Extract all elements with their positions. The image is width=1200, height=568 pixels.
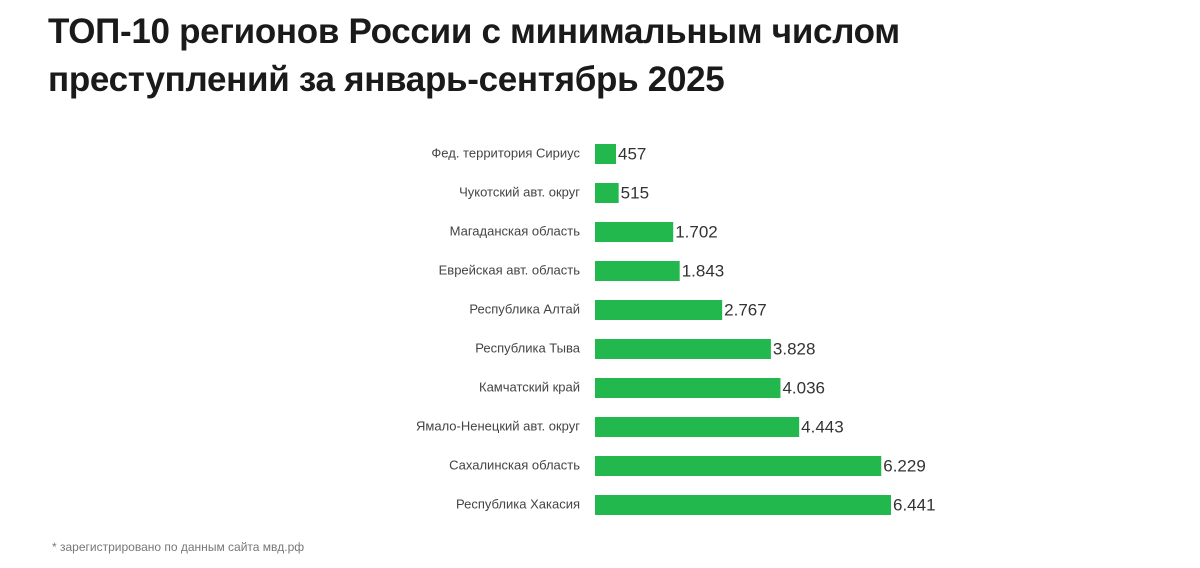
bar	[595, 261, 680, 281]
chart-title: ТОП-10 регионов России с минимальным чис…	[48, 12, 900, 99]
value-label: 6.441	[893, 495, 936, 514]
bar	[595, 222, 674, 242]
bar	[595, 339, 771, 359]
category-label: Чукотский авт. округ	[459, 184, 580, 199]
value-label: 457	[618, 144, 646, 163]
footnote: * зарегистрировано по данным сайта мвд.р…	[52, 540, 305, 554]
bar	[595, 300, 723, 320]
category-label: Фед. территория Сириус	[431, 145, 580, 160]
category-label: Республика Тыва	[475, 340, 581, 355]
value-label: 4.036	[782, 378, 825, 397]
bar	[595, 144, 617, 164]
value-label: 1.843	[682, 261, 725, 280]
value-label: 1.702	[675, 222, 718, 241]
value-label: 515	[621, 183, 649, 202]
bar	[595, 417, 800, 437]
value-label: 6.229	[883, 456, 926, 475]
bar	[595, 495, 891, 515]
value-label: 3.828	[773, 339, 816, 358]
bar	[595, 183, 619, 203]
category-label: Ямало-Ненецкий авт. округ	[416, 418, 580, 433]
value-label: 4.443	[801, 417, 844, 436]
category-label: Республика Алтай	[469, 301, 580, 316]
category-label: Республика Хакасия	[456, 496, 580, 511]
category-label: Сахалинская область	[449, 457, 580, 472]
category-label: Магаданская область	[450, 223, 581, 238]
category-label: Камчатский край	[479, 379, 580, 394]
bar	[595, 456, 882, 476]
value-label: 2.767	[724, 300, 767, 319]
category-label: Еврейская авт. область	[439, 262, 581, 277]
bar	[595, 378, 781, 398]
